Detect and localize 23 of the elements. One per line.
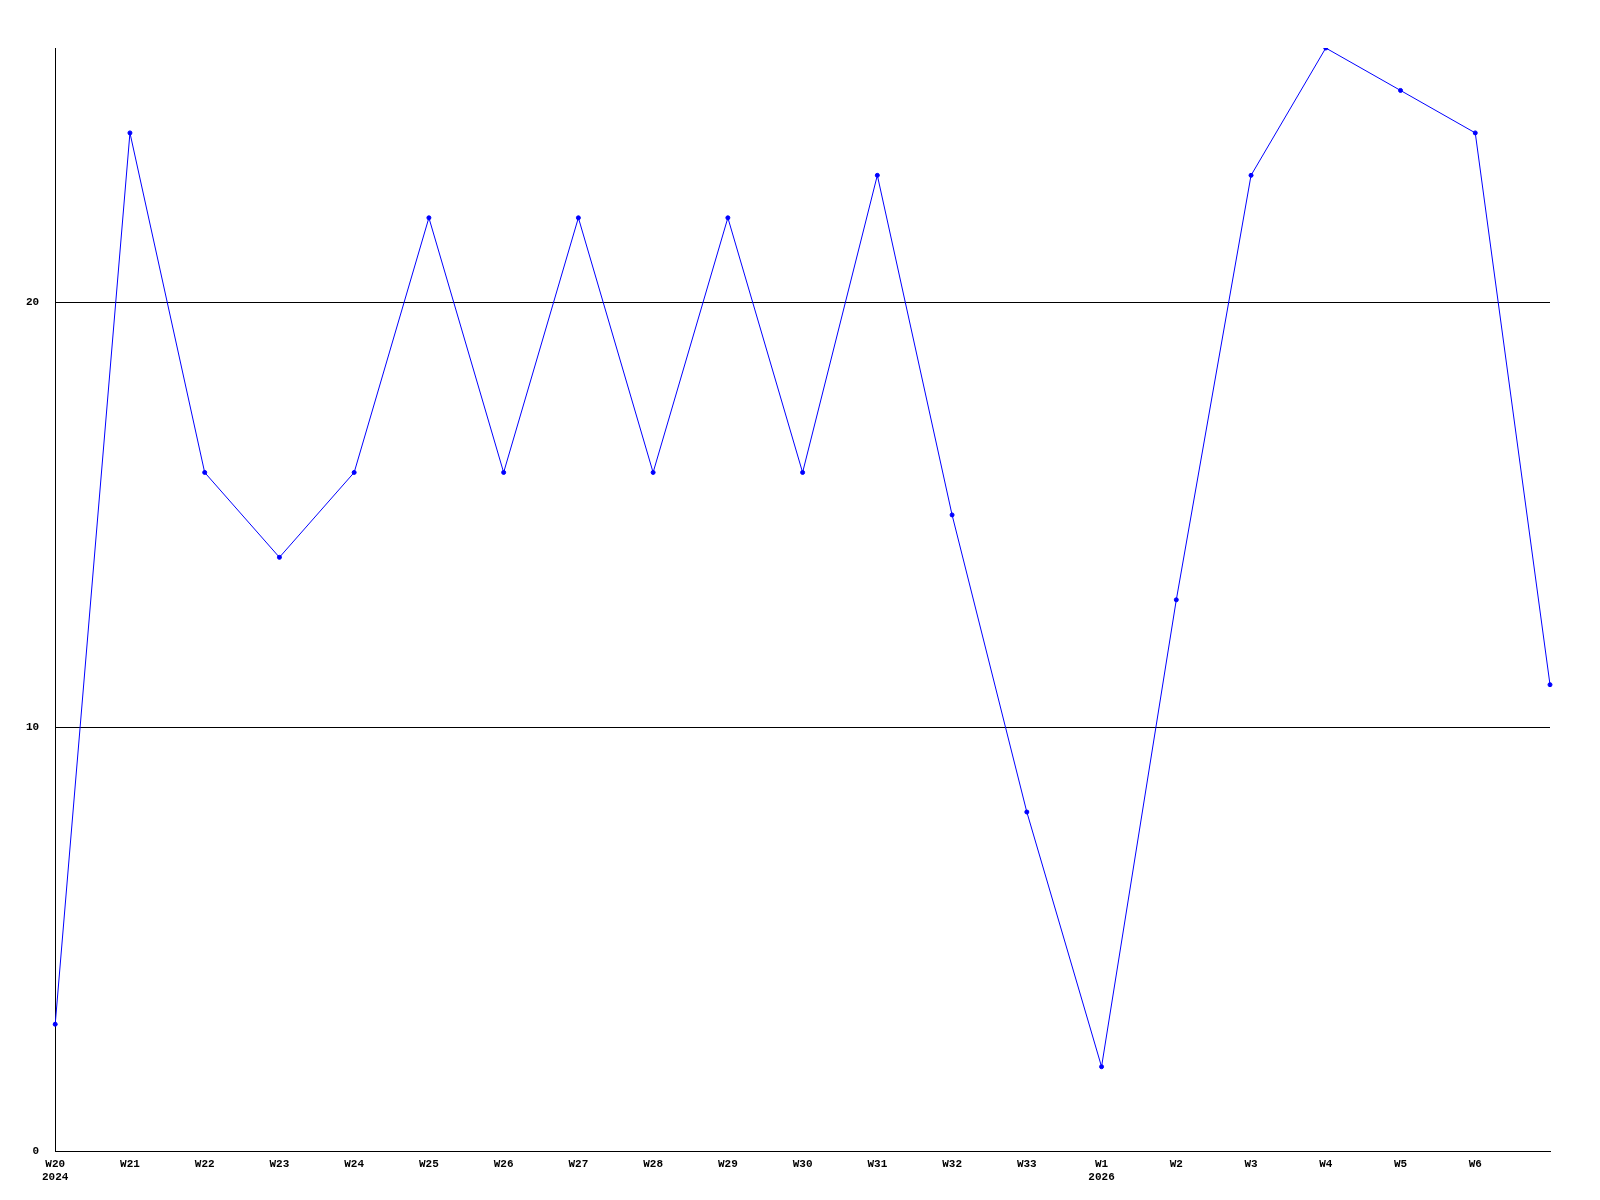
x-tick-label: W22 [194,1157,215,1170]
x-tick-label: W20 2024 [42,1157,69,1184]
x-tick-label: W27 [568,1157,589,1170]
x-tick-label: W4 [1319,1157,1333,1170]
x-tick-label: W33 [1016,1157,1038,1170]
x-tick-label: W29 [717,1157,738,1170]
x-tick-label: W31 [867,1157,888,1170]
x-tick-label: W6 [1468,1157,1482,1170]
x-tick-label: W5 [1393,1157,1408,1170]
y-tick-label: 0 [32,1145,40,1158]
x-tick-label: W3 [1244,1157,1259,1170]
x-tick-label: W25 [419,1157,440,1170]
x-tick-label: W2 [1169,1157,1183,1170]
x-tick-label: W1 2026 [1088,1157,1115,1184]
x-tick-label: W23 [269,1157,290,1170]
y-tick-label: 10 [26,720,40,733]
y-tick-label: 20 [26,296,40,309]
x-tick-label: W26 [493,1157,514,1170]
x-tick-label: W30 [792,1157,813,1170]
x-tick-label: W24 [344,1157,365,1170]
x-tick-label: W21 [120,1157,141,1170]
x-tick-label: W28 [643,1157,664,1170]
x-tick-label: W32 [942,1157,962,1170]
